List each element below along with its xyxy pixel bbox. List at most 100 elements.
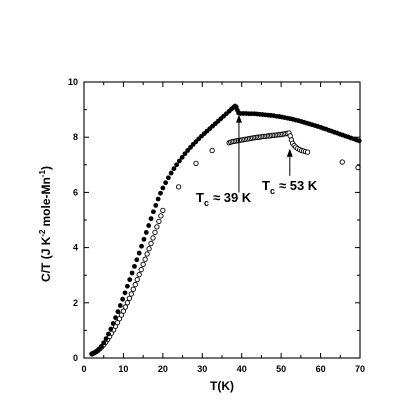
data-point-filled xyxy=(179,154,185,160)
data-point-filled xyxy=(153,202,159,208)
y-tick-label: 8 xyxy=(73,132,78,142)
data-point-filled xyxy=(174,162,180,168)
data-point-open xyxy=(209,147,215,154)
data-point-open xyxy=(138,267,144,273)
x-tick-label: 60 xyxy=(316,364,326,374)
annotation-tc-39: Tc ≈ 39 K xyxy=(196,190,252,208)
annotation-subscript: c xyxy=(270,186,275,196)
annotation-value: ≈ 39 K xyxy=(213,190,252,205)
axis-tick-labels: 0 10 20 30 40 50 60 70 0 2 4 6 8 10 xyxy=(68,77,365,374)
y-tick-label: 10 xyxy=(68,77,78,87)
y-tick-label: 6 xyxy=(73,187,78,197)
data-point-open xyxy=(140,261,146,268)
plot-frame xyxy=(83,81,361,359)
data-point-open xyxy=(130,286,136,292)
data-point-filled xyxy=(165,175,171,181)
annotation-arrow-head xyxy=(286,148,293,157)
data-point-filled xyxy=(155,196,161,202)
data-point-filled xyxy=(108,326,114,332)
data-point-open xyxy=(144,251,150,257)
data-point-open xyxy=(134,276,140,283)
data-point-open xyxy=(154,224,160,230)
data-point-open xyxy=(120,308,127,314)
data-point-open xyxy=(132,281,138,288)
data-point-filled xyxy=(98,344,104,349)
series-filled xyxy=(89,103,362,357)
data-point-open xyxy=(304,149,311,155)
data-point-open xyxy=(124,300,131,306)
data-point-filled xyxy=(139,243,144,249)
y-axis-label-text: ) xyxy=(39,166,53,170)
data-point-filled xyxy=(113,315,118,321)
data-point-filled xyxy=(129,270,135,276)
x-tick-label: 40 xyxy=(237,364,247,374)
y-axis-label: C/T (J K-2 mole-Mn-1) xyxy=(38,166,53,282)
data-point-filled xyxy=(141,236,147,242)
data-point-filled xyxy=(171,166,177,172)
data-point-filled xyxy=(122,290,128,296)
data-point-filled xyxy=(182,151,188,157)
data-point-open xyxy=(339,159,345,165)
data-point-filled xyxy=(188,145,193,150)
data-point-filled xyxy=(117,303,123,308)
data-point-filled xyxy=(136,250,142,256)
data-point-open xyxy=(128,291,134,297)
data-point-open xyxy=(158,213,164,219)
data-point-filled xyxy=(143,230,149,235)
data-point-filled xyxy=(110,321,116,326)
data-point-filled xyxy=(127,277,133,283)
data-point-open xyxy=(136,271,142,278)
x-axis-label: T(K) xyxy=(210,379,234,393)
data-points xyxy=(89,103,362,357)
data-point-open xyxy=(142,256,148,262)
data-point-open xyxy=(148,240,154,247)
y-axis-label-superscript: -1 xyxy=(38,169,47,177)
data-point-filled xyxy=(356,138,362,144)
data-point-open xyxy=(152,229,158,236)
data-point-open xyxy=(193,160,199,167)
data-point-filled xyxy=(150,209,156,215)
annotation-symbol: T xyxy=(196,190,204,205)
data-point-filled xyxy=(103,336,109,342)
x-tick-label: 20 xyxy=(158,364,168,374)
data-point-filled xyxy=(120,296,126,302)
annotation-arrow-head xyxy=(235,114,242,123)
data-point-open xyxy=(122,304,129,310)
annotation-subscript: c xyxy=(204,198,209,208)
y-tick-label: 0 xyxy=(73,353,78,363)
data-point-filled xyxy=(148,216,154,222)
annotation-symbol: T xyxy=(262,178,270,193)
annotation-tc-53: Tc ≈ 53 K xyxy=(262,178,318,196)
data-point-open xyxy=(160,207,166,213)
annotation-arrows xyxy=(235,114,293,193)
data-point-open xyxy=(175,184,182,190)
data-point-filled xyxy=(160,185,166,191)
y-tick-label: 4 xyxy=(73,243,78,253)
data-point-filled xyxy=(106,331,111,337)
data-point-filled xyxy=(132,263,137,269)
x-tick-label: 30 xyxy=(197,364,207,374)
data-point-filled xyxy=(185,148,191,153)
y-axis-label-text: mole-Mn xyxy=(39,177,53,226)
data-point-open xyxy=(156,218,162,225)
data-point-filled xyxy=(168,170,174,176)
x-tick-label: 70 xyxy=(355,364,365,374)
data-point-filled xyxy=(146,223,152,228)
data-point-open xyxy=(146,246,152,252)
x-tick-label: 0 xyxy=(81,364,86,374)
series-open xyxy=(89,130,361,357)
x-tick-label: 50 xyxy=(276,364,286,374)
annotation-value: ≈ 53 K xyxy=(279,178,318,193)
data-point-filled xyxy=(134,257,140,263)
data-point-filled xyxy=(177,158,182,164)
y-tick-label: 2 xyxy=(73,298,78,308)
data-point-filled xyxy=(101,340,107,346)
data-point-filled xyxy=(163,180,169,186)
data-point-open xyxy=(126,295,132,302)
data-point-filled xyxy=(115,309,121,315)
data-point-filled xyxy=(158,190,163,196)
x-tick-label: 10 xyxy=(118,364,128,374)
data-point-open xyxy=(150,235,156,241)
